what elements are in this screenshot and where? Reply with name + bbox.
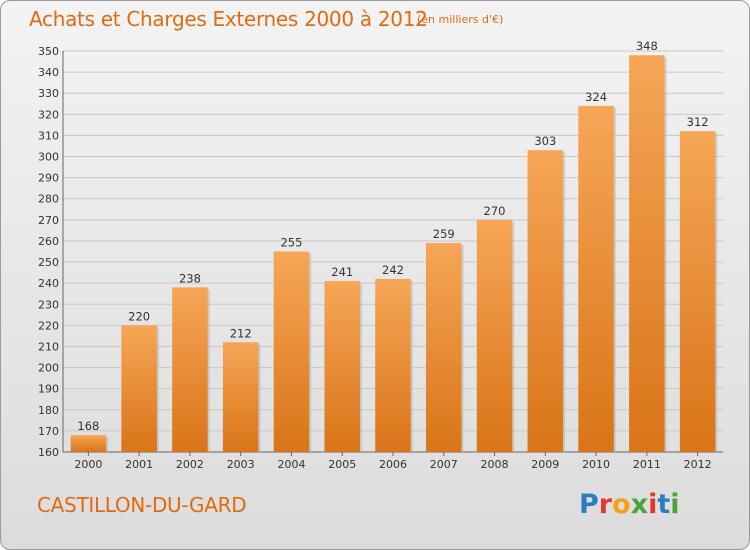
x-tick-label: 2005 (328, 458, 356, 471)
x-tick-label: 2003 (227, 458, 255, 471)
y-tick-label: 230 (38, 298, 59, 311)
bar (679, 131, 716, 452)
y-tick-label: 190 (38, 383, 59, 396)
value-label: 303 (534, 134, 556, 148)
y-tick-label: 180 (38, 404, 59, 417)
y-axis-ticks: 160 170 180 190 200 210 220 230 240 250 260 270 280 2… (38, 45, 59, 459)
chart-subtitle: (en milliers d'€) (417, 13, 504, 26)
value-label: 168 (77, 419, 99, 433)
bar (578, 105, 614, 452)
y-tick-label: 240 (38, 277, 59, 290)
value-label: 238 (179, 271, 201, 285)
x-tick-label: 2010 (582, 458, 610, 471)
x-tick-label: 2000 (74, 458, 102, 471)
logo-letter: i (648, 489, 658, 520)
y-tick-label: 210 (38, 340, 59, 353)
x-tick-label: 2007 (430, 458, 458, 471)
bar (375, 278, 411, 452)
proxiti-logo[interactable]: Proxiti (579, 489, 680, 520)
logo-letter: P (579, 489, 599, 520)
y-tick-label: 290 (38, 172, 59, 185)
logo-letter: t (657, 489, 671, 520)
y-tick-label: 220 (38, 319, 59, 332)
y-tick-label: 340 (38, 66, 59, 79)
bar (273, 251, 310, 452)
bar (476, 219, 513, 452)
x-tick-label: 2001 (125, 458, 153, 471)
value-label: 348 (636, 39, 658, 53)
y-tick-label: 310 (38, 129, 59, 142)
value-label: 212 (230, 326, 252, 340)
x-tick-label: 2009 (531, 458, 559, 471)
bar (527, 150, 564, 452)
bar (70, 435, 107, 452)
y-tick-label: 250 (38, 256, 59, 269)
y-tick-label: 200 (38, 362, 59, 375)
y-tick-label: 270 (38, 214, 59, 227)
value-label: 259 (433, 227, 455, 241)
value-labels: 168 220 238 212 255 241 242 259 270 303 324 348 312 (77, 39, 708, 433)
bar (172, 287, 208, 452)
y-tick-label: 160 (38, 446, 59, 459)
bar (426, 243, 462, 452)
logo-letter: i (670, 489, 680, 520)
place-name: CASTILLON-DU-GARD (37, 493, 247, 517)
y-tick-label: 300 (38, 151, 59, 164)
bar (629, 55, 665, 452)
value-label: 324 (585, 90, 607, 104)
value-label: 255 (280, 236, 302, 250)
x-tick-label: 2012 (684, 458, 712, 471)
value-label: 312 (687, 115, 709, 129)
value-label: 270 (484, 204, 506, 218)
y-tick-label: 330 (38, 87, 59, 100)
value-label: 242 (382, 263, 404, 277)
logo-letter: o (612, 489, 631, 520)
bar (324, 281, 360, 452)
logo-letter: x (630, 489, 649, 520)
y-tick-label: 350 (38, 45, 59, 58)
bar (222, 342, 259, 452)
bars (70, 55, 718, 452)
y-tick-label: 320 (38, 108, 59, 121)
x-tick-label: 2004 (277, 458, 305, 471)
value-label: 220 (128, 309, 150, 323)
logo-letter: r (598, 489, 613, 520)
y-tick-label: 170 (38, 425, 59, 438)
x-tick-label: 2002 (176, 458, 204, 471)
x-tick-label: 2011 (633, 458, 661, 471)
y-tick-label: 260 (38, 235, 59, 248)
value-label: 241 (331, 265, 353, 279)
x-axis-ticks: 2000 2001 2002 2003 2004 2005 2006 2007 2008 2009… (74, 452, 712, 471)
x-tick-label: 2008 (481, 458, 509, 471)
chart-title: Achats et Charges Externes 2000 à 2012 (29, 7, 428, 31)
bar (121, 325, 157, 452)
y-tick-label: 280 (38, 193, 59, 206)
x-tick-label: 2006 (379, 458, 407, 471)
